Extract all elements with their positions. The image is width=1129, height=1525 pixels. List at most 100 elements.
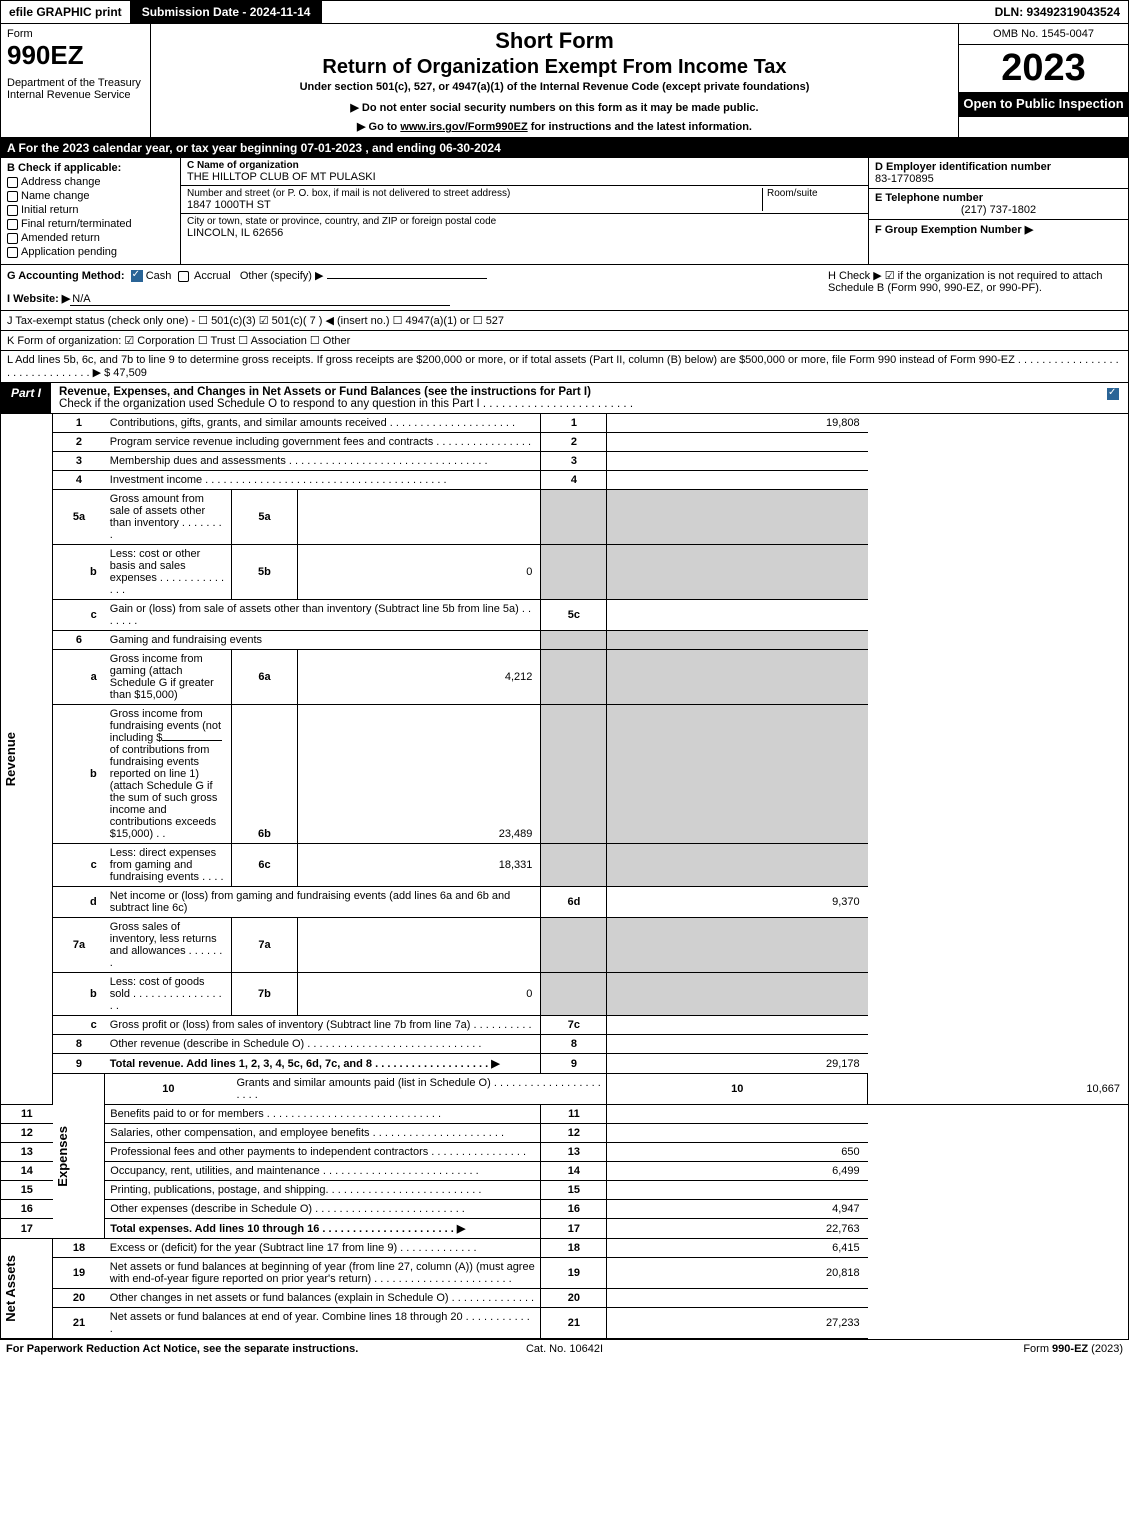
room-label: Room/suite (767, 188, 862, 199)
row-6: 6 Gaming and fundraising events (1, 631, 1129, 650)
line-num: 16 (1, 1200, 53, 1219)
revenue-vert-label: Revenue (1, 730, 20, 788)
line-amt (607, 433, 868, 452)
org-name-row: C Name of organization THE HILLTOP CLUB … (181, 158, 868, 186)
line-box: 7c (541, 1016, 607, 1035)
bold-desc: Total revenue. Add lines 1, 2, 3, 4, 5c,… (110, 1058, 500, 1070)
line-box: 18 (541, 1239, 607, 1258)
line-num: 15 (1, 1181, 53, 1200)
line-num: 20 (53, 1289, 105, 1308)
row-19: 19Net assets or fund balances at beginni… (1, 1258, 1129, 1289)
grey-cell (541, 650, 607, 705)
label: Application pending (21, 246, 117, 258)
chk-initial-return[interactable]: Initial return (7, 204, 174, 216)
info-grid: B Check if applicable: Address change Na… (0, 158, 1129, 265)
row-4: 4 Investment income . . . . . . . . . . … (1, 471, 1129, 490)
label: Amended return (21, 232, 100, 244)
line-amt: 650 (607, 1143, 868, 1162)
grey-cell (541, 631, 607, 650)
phone-val: (217) 737-1802 (875, 204, 1122, 216)
inline-amt: 0 (297, 545, 540, 600)
city-val: LINCOLN, IL 62656 (187, 227, 862, 239)
line-box: 4 (541, 471, 607, 490)
line-box: 9 (541, 1054, 607, 1074)
row-2: 2 Program service revenue including gove… (1, 433, 1129, 452)
g-line: G Accounting Method: Cash Accrual Other … (7, 269, 822, 306)
line-box: 5c (541, 600, 607, 631)
chk-name-change[interactable]: Name change (7, 190, 174, 202)
part1-header: Part I Revenue, Expenses, and Changes in… (0, 383, 1129, 414)
line-box: 2 (541, 433, 607, 452)
grey-cell (607, 490, 868, 545)
part1-tag: Part I (1, 383, 51, 413)
line-desc: Gross profit or (loss) from sales of inv… (105, 1016, 541, 1035)
short-form-title: Short Form (159, 28, 950, 54)
line-desc: Program service revenue including govern… (105, 433, 541, 452)
checkbox-icon (7, 233, 18, 244)
grey-cell (607, 973, 868, 1016)
line-num: 11 (1, 1105, 53, 1124)
line-num: b (53, 545, 105, 600)
l-amount: 47,509 (113, 367, 147, 379)
line-num: 14 (1, 1162, 53, 1181)
line-amt (607, 471, 868, 490)
col-c-org-info: C Name of organization THE HILLTOP CLUB … (181, 158, 868, 264)
i-label: I Website: ▶ (7, 293, 70, 305)
chk-final-return[interactable]: Final return/terminated (7, 218, 174, 230)
section-a-tax-year: A For the 2023 calendar year, or tax yea… (0, 138, 1129, 158)
spacer (322, 1, 986, 23)
line-desc: Gain or (loss) from sale of assets other… (105, 600, 541, 631)
line-box: 17 (541, 1219, 607, 1239)
line-desc: Grants and similar amounts paid (list in… (231, 1074, 606, 1105)
line-num: c (53, 600, 105, 631)
line-amt (607, 600, 868, 631)
grey-cell (541, 918, 607, 973)
line-box: 16 (541, 1200, 607, 1219)
org-city-row: City or town, state or province, country… (181, 214, 868, 241)
line-num: 1 (53, 414, 105, 433)
check-icon (131, 270, 143, 282)
grey-cell (541, 844, 607, 887)
line-num: 4 (53, 471, 105, 490)
line-box: 3 (541, 452, 607, 471)
chk-application-pending[interactable]: Application pending (7, 246, 174, 258)
footer-right: Form Form 990-EZ (2023)990-EZ (2023) (751, 1343, 1123, 1355)
k-line: K Form of organization: ☑ Corporation ☐ … (0, 331, 1129, 351)
grey-cell (607, 705, 868, 844)
label: Final return/terminated (21, 218, 132, 230)
omb-number: OMB No. 1545-0047 (959, 24, 1128, 45)
checkbox-icon (7, 191, 18, 202)
grey-cell (541, 973, 607, 1016)
line-num: 8 (53, 1035, 105, 1054)
line-desc: Investment income . . . . . . . . . . . … (105, 471, 541, 490)
col-de: D Employer identification number 83-1770… (868, 158, 1128, 264)
line-num: b (53, 973, 105, 1016)
chk-amended-return[interactable]: Amended return (7, 232, 174, 244)
ein-label: D Employer identification number (875, 161, 1122, 173)
g-other-blank[interactable] (327, 278, 487, 279)
row-9: 9 Total revenue. Add lines 1, 2, 3, 4, 5… (1, 1054, 1129, 1074)
line-amt: 29,178 (607, 1054, 868, 1074)
line-desc: Membership dues and assessments . . . . … (105, 452, 541, 471)
part1-sub: Check if the organization used Schedule … (59, 398, 633, 410)
checkbox-icon (7, 177, 18, 188)
line-num: 6 (53, 631, 105, 650)
checkbox-icon (7, 219, 18, 230)
chk-address-change[interactable]: Address change (7, 176, 174, 188)
inline-amt (297, 490, 540, 545)
line-box: 1 (541, 414, 607, 433)
line-amt (607, 1289, 868, 1308)
efile-print-label[interactable]: efile GRAPHIC print (1, 1, 130, 23)
line-desc: Net assets or fund balances at beginning… (105, 1258, 541, 1289)
line-amt: 27,233 (607, 1308, 868, 1339)
line-desc: Gross income from gaming (attach Schedul… (105, 650, 232, 705)
row-21: 21Net assets or fund balances at end of … (1, 1308, 1129, 1339)
irs-link[interactable]: www.irs.gov/Form990EZ (400, 121, 527, 133)
line-amt (607, 452, 868, 471)
row-6d: d Net income or (loss) from gaming and f… (1, 887, 1129, 918)
grey-cell (607, 631, 868, 650)
blank (162, 740, 222, 741)
row-17: 17Total expenses. Add lines 10 through 1… (1, 1219, 1129, 1239)
line-desc: Other revenue (describe in Schedule O) .… (105, 1035, 541, 1054)
line-box: 14 (541, 1162, 607, 1181)
